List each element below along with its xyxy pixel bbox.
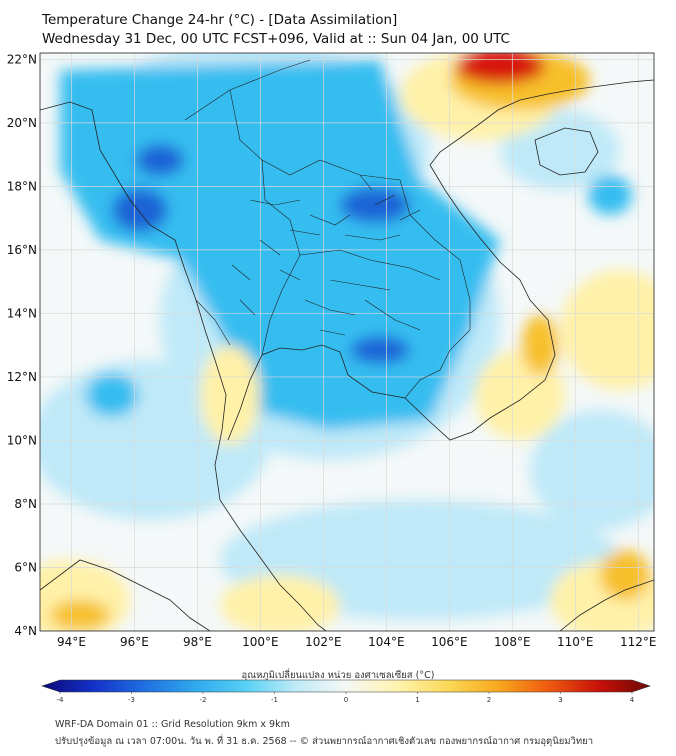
temperature-change-map: 94°E 96°E 98°E 100°E 102°E 104°E 106°E 108°E 110… (7, 52, 657, 649)
lat-tick-label: 20°N (7, 116, 37, 130)
lat-tick-label: 4°N (14, 624, 37, 638)
colorbar-tick-label: -4 (57, 696, 65, 704)
lat-tick-label: 14°N (7, 306, 37, 320)
lat-tick-label: 22°N (7, 52, 37, 66)
update-credit: ปรับปรุงข้อมูล ณ เวลา 07:00น. วัน พ. ที่… (55, 736, 594, 747)
country-borders (184, 59, 471, 399)
lon-tick-label: 110°E (557, 635, 594, 649)
coastline-south-china (477, 79, 654, 126)
lon-tick-label: 108°E (494, 635, 531, 649)
coastlines-and-borders (40, 59, 654, 631)
lat-tick-label: 10°N (7, 433, 37, 447)
lat-tick-label: 16°N (7, 243, 37, 257)
map-subtitle-valid-time: Wednesday 31 Dec, 00 UTC FCST+096, Valid… (42, 31, 510, 47)
colorbar-tick-label: -3 (128, 696, 135, 704)
colorbar-tick-label: 4 (630, 696, 635, 704)
temperature-field (40, 53, 654, 631)
coastline-mainland (40, 101, 327, 631)
lat-tick-label: 8°N (14, 497, 37, 511)
lon-tick-label: 112°E (620, 635, 657, 649)
latitude-axis-labels: 4°N 6°N 8°N 10°N 12°N 14°N 16°N 18°N 20°N 22°N (7, 52, 37, 638)
lat-tick-label: 18°N (7, 179, 37, 193)
field-shading (40, 53, 654, 631)
lon-tick-label: 102°E (305, 635, 342, 649)
map-title: Temperature Change 24-hr (°C) - [Data As… (42, 12, 398, 28)
lon-tick-label: 106°E (431, 635, 468, 649)
lon-tick-label: 104°E (368, 635, 405, 649)
model-info: WRF-DA Domain 01 :: Grid Resolution 9km … (55, 719, 290, 730)
colorbar-title: อุณหภูมิเปลี่ยนแปลง หน่วย องศาเซลเซียส (… (241, 670, 435, 681)
province-borders (231, 194, 421, 336)
longitude-axis-labels: 94°E 96°E 98°E 100°E 102°E 104°E 106°E 108°E 110… (57, 635, 656, 649)
colorbar: -4 -3 -2 -1 0 1 2 3 4 (41, 679, 651, 704)
coastline-borneo (559, 579, 654, 631)
colorbar-tick-label: 1 (415, 696, 419, 704)
graticule (40, 53, 654, 631)
lon-tick-label: 96°E (120, 635, 149, 649)
colorbar-tick-label: 0 (344, 696, 348, 704)
lon-tick-label: 100°E (242, 635, 279, 649)
map-frame (39, 52, 655, 632)
lat-tick-label: 12°N (7, 370, 37, 384)
lat-tick-label: 6°N (14, 560, 37, 574)
colorbar-scale (41, 679, 651, 693)
coastline-sumatra (40, 559, 211, 631)
colorbar-tick-label: -2 (200, 696, 207, 704)
coastline-gulf-of-thailand (227, 124, 556, 441)
hainan-island (534, 127, 599, 176)
colorbar-tick-label: 2 (487, 696, 491, 704)
lon-tick-label: 94°E (57, 635, 86, 649)
colorbar-ticks: -4 -3 -2 -1 0 1 2 3 4 (57, 692, 635, 704)
colorbar-tick-label: 3 (558, 696, 562, 704)
colorbar-tick-label: -1 (271, 696, 278, 704)
lon-tick-label: 98°E (183, 635, 212, 649)
